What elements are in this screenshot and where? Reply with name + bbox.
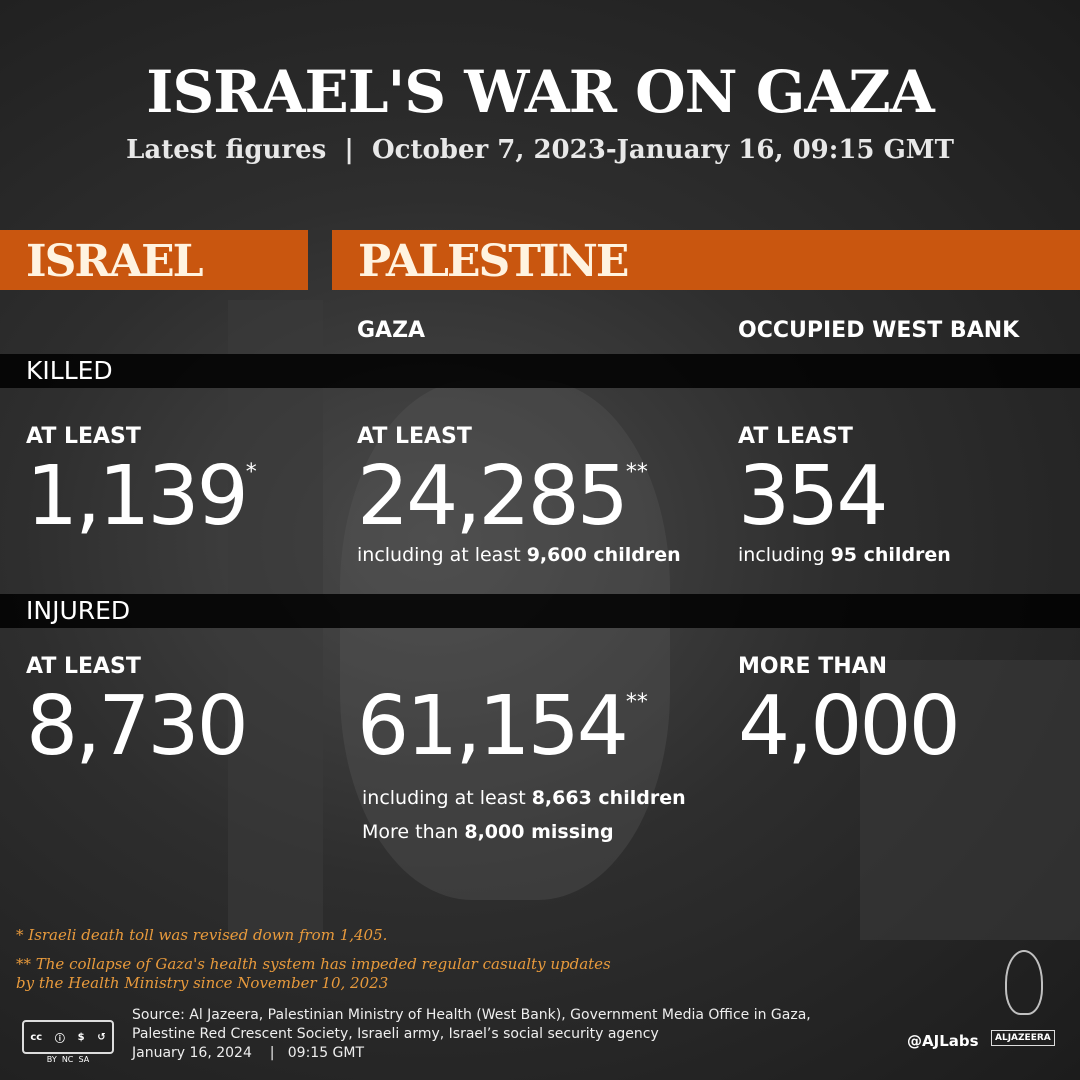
footnote-2: ** The collapse of Gaza's health system … <box>16 955 611 973</box>
page-subtitle: Latest figures | October 7, 2023-January… <box>126 135 954 165</box>
gaza-label: GAZA <box>357 318 426 343</box>
license-label: BY NC SA <box>46 1055 90 1064</box>
footnote-2-cont: by the Health Ministry since November 10… <box>16 974 389 992</box>
west-bank-label: OCCUPIED WEST BANK <box>738 318 1020 343</box>
page-title: ISRAEL'S WAR ON GAZA <box>146 58 934 126</box>
israel-killed-prefix: AT LEAST <box>26 424 141 449</box>
killed-band: KILLED <box>0 354 1080 388</box>
gaza-killed-note: including at least 9,600 children <box>357 544 681 566</box>
palestine-header: PALESTINE <box>332 230 1080 290</box>
separator: | <box>269 1045 275 1061</box>
gaza-missing-note: More than 8,000 missing <box>362 821 614 843</box>
israel-injured-value: 8,730 <box>26 679 249 774</box>
wb-killed-prefix: AT LEAST <box>738 424 853 449</box>
footnote-mark: ** <box>625 460 648 485</box>
note-bold: 8,663 children <box>531 787 686 809</box>
note-bold: 8,000 missing <box>464 821 614 843</box>
time: 09:15 GMT <box>287 1045 365 1061</box>
background-building <box>860 660 1080 940</box>
source-text: Source: Al Jazeera, Palestinian Ministry… <box>132 1006 811 1063</box>
israel-injured-prefix: AT LEAST <box>26 654 141 679</box>
palestine-label: PALESTINE <box>358 236 629 287</box>
source-date: January 16, 2024 | 09:15 GMT <box>132 1044 811 1063</box>
note-text: including <box>738 544 831 566</box>
date: January 16, 2024 <box>132 1045 252 1061</box>
injured-band: INJURED <box>0 594 1080 628</box>
wb-killed-value: 354 <box>738 449 889 544</box>
gaza-injured-value: 61,154** <box>357 686 648 768</box>
note-bold: 95 children <box>830 544 951 566</box>
gaza-killed-prefix: AT LEAST <box>357 424 472 449</box>
ajlabs-handle: @AJLabs <box>907 1032 979 1050</box>
aljazeera-wordmark: ALJAZEERA <box>991 1030 1055 1046</box>
footnote-mark: ** <box>625 690 648 715</box>
note-text: including at least <box>357 544 527 566</box>
aljazeera-logo-icon <box>1005 950 1043 1015</box>
footnote-1: * Israeli death toll was revised down fr… <box>16 926 388 944</box>
gaza-injured-note: including at least 8,663 children <box>362 787 686 809</box>
value: 61,154 <box>357 679 629 774</box>
value: 1,139 <box>26 449 249 544</box>
wb-injured-prefix: MORE THAN <box>738 654 888 679</box>
note-bold: 9,600 children <box>526 544 681 566</box>
israel-killed-value: 1,139* <box>26 456 257 538</box>
killed-label: KILLED <box>26 356 113 385</box>
note-text: including at least <box>362 787 532 809</box>
source-line-2: Palestine Red Crescent Society, Israeli … <box>132 1026 659 1042</box>
wb-killed-note: including 95 children <box>738 544 951 566</box>
value: 24,285 <box>357 449 629 544</box>
israel-label: ISRAEL <box>26 236 204 287</box>
creative-commons-license-icon: cc ⓘ $ ↺ <box>22 1020 114 1054</box>
wb-injured-value: 4,000 <box>738 679 961 774</box>
footnote-mark: * <box>245 460 257 485</box>
background-smoke <box>340 380 670 900</box>
note-text: More than <box>362 821 465 843</box>
injured-label: INJURED <box>26 596 131 625</box>
gaza-killed-value: 24,285** <box>357 456 648 538</box>
israel-header: ISRAEL <box>0 230 308 290</box>
source-line-1: Source: Al Jazeera, Palestinian Ministry… <box>132 1007 811 1023</box>
